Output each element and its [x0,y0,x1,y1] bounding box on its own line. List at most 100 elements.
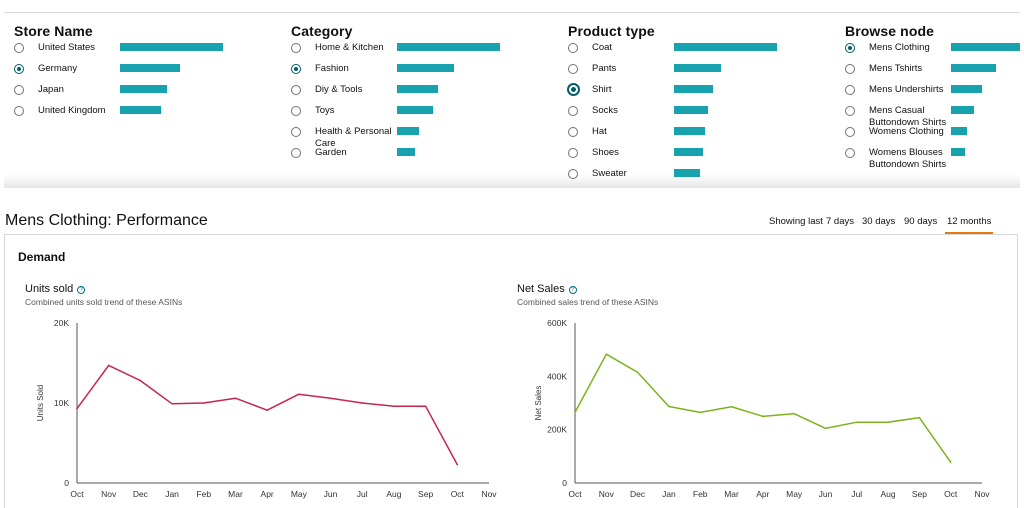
filter-option[interactable]: Sweater [568,168,818,188]
filter-share-bar [674,85,713,93]
filter-option[interactable]: Home & Kitchen [291,42,541,62]
filter-option-label: Socks [592,105,618,116]
filter-share-bar [120,43,223,51]
info-icon[interactable]: ? [77,286,86,294]
radio-icon[interactable] [845,85,855,95]
filter-option[interactable]: Diy & Tools [291,84,541,104]
units-y-tick-label: 0 [64,478,69,488]
filter-option[interactable]: Toys [291,105,541,125]
radio-icon[interactable] [568,64,578,74]
sales-x-tick-label: Nov [599,489,615,499]
radio-icon[interactable] [14,85,24,95]
radio-icon[interactable] [568,106,578,116]
filter-option[interactable]: Socks [568,105,818,125]
radio-icon[interactable] [14,43,24,53]
filter-option[interactable]: Coat [568,42,818,62]
radio-icon[interactable] [845,106,855,116]
sales-data-point [636,371,639,374]
sales-x-tick-label: Aug [881,489,896,499]
sales-data-point [762,415,764,418]
units-x-tick-label: Mar [228,489,243,499]
units-x-tick-label: Nov [101,489,117,499]
units-x-tick-label: Feb [196,489,211,499]
sales-data-point [887,421,889,424]
sales-data-point [824,427,827,430]
filter-option[interactable]: Mens Casual Buttondown Shirts [845,105,1020,128]
sales-y-tick-label: 0 [562,478,567,488]
filter-option[interactable]: Health & Personal Care [291,126,541,149]
radio-icon[interactable] [14,106,24,116]
filter-option-label: Mens Clothing [869,42,930,53]
filter-option[interactable]: United States [14,42,264,62]
range-12-months[interactable]: 12 months [945,216,994,234]
filter-column-title: Store Name [14,23,93,39]
radio-icon[interactable] [568,127,578,137]
filter-option-label: Pants [592,63,617,74]
radio-icon[interactable] [845,127,855,137]
sales-data-point [918,416,921,419]
filter-option[interactable]: Fashion [291,63,541,83]
filter-column-browse-node: Browse node [845,23,934,48]
radio-icon[interactable] [568,169,578,179]
radio-icon[interactable] [291,43,301,53]
filter-option-label: Fashion [315,63,349,74]
range-30-days[interactable]: 30 days [862,216,896,227]
filter-share-bar [397,106,433,114]
filter-option[interactable]: Mens Undershirts [845,84,1020,104]
sales-data-point [855,421,858,424]
sales-x-tick-label: Mar [724,489,739,499]
units-data-point [329,397,332,400]
radio-selected-icon[interactable] [845,43,855,53]
filter-share-bar [951,106,974,114]
filter-option-label: Toys [315,105,335,116]
filter-option[interactable]: Garden [291,147,541,167]
units-x-tick-label: May [291,489,308,499]
filter-option-label: Mens Casual Buttondown Shirts [869,105,947,128]
units-data-point [361,402,364,404]
filter-option[interactable]: United Kingdom [14,105,264,125]
radio-icon[interactable] [568,43,578,53]
filter-option[interactable]: Mens Clothing [845,42,1020,62]
filter-option-label: Japan [38,84,64,95]
sales-x-tick-label: Sep [912,489,927,499]
filter-option[interactable]: Womens Clothing [845,126,1020,146]
radio-selected-icon[interactable] [291,64,301,74]
filter-option[interactable]: Japan [14,84,264,104]
filter-option[interactable]: Mens Tshirts [845,63,1020,83]
sales-x-tick-label: Jan [662,489,676,499]
filter-option[interactable]: Shoes [568,147,818,167]
units-y-tick-label: 10K [54,398,69,408]
info-icon[interactable]: ? [568,286,577,294]
units-x-tick-label: Apr [261,489,274,499]
filter-option[interactable]: Hat [568,126,818,146]
radio-icon[interactable] [291,85,301,95]
filter-option-label: Home & Kitchen [315,42,384,53]
filter-option[interactable]: Germany [14,63,264,83]
radio-icon[interactable] [291,106,301,116]
radio-icon[interactable] [845,64,855,74]
radio-icon[interactable] [568,148,578,158]
sales-x-tick-label: Nov [974,489,990,499]
sales-x-tick-label: Oct [568,489,582,499]
showing-last-label: Showing last [769,216,823,227]
filter-column-title: Browse node [845,23,935,39]
range-7-days[interactable]: 7 days [826,216,854,227]
filter-share-bar [951,64,996,72]
filter-share-bar [951,85,982,93]
radio-icon[interactable] [291,127,301,137]
filter-option[interactable]: Womens Blouses Buttondown Shirts [845,147,1020,170]
sales-data-point [949,461,952,464]
filter-option-label: Shirt [592,84,612,95]
range-90-days[interactable]: 90 days [904,216,938,227]
radio-selected-icon[interactable] [567,83,580,96]
radio-icon[interactable] [291,148,301,158]
radio-selected-icon[interactable] [14,64,24,74]
units-x-tick-label: Oct [70,489,84,499]
sales-y-axis-label: Net Sales [534,386,543,421]
radio-icon[interactable] [845,148,855,158]
filter-option-label: Mens Undershirts [869,84,944,95]
filter-option[interactable]: Pants [568,63,818,83]
filter-option[interactable]: Shirt [567,83,818,104]
filter-share-bar [397,85,438,93]
